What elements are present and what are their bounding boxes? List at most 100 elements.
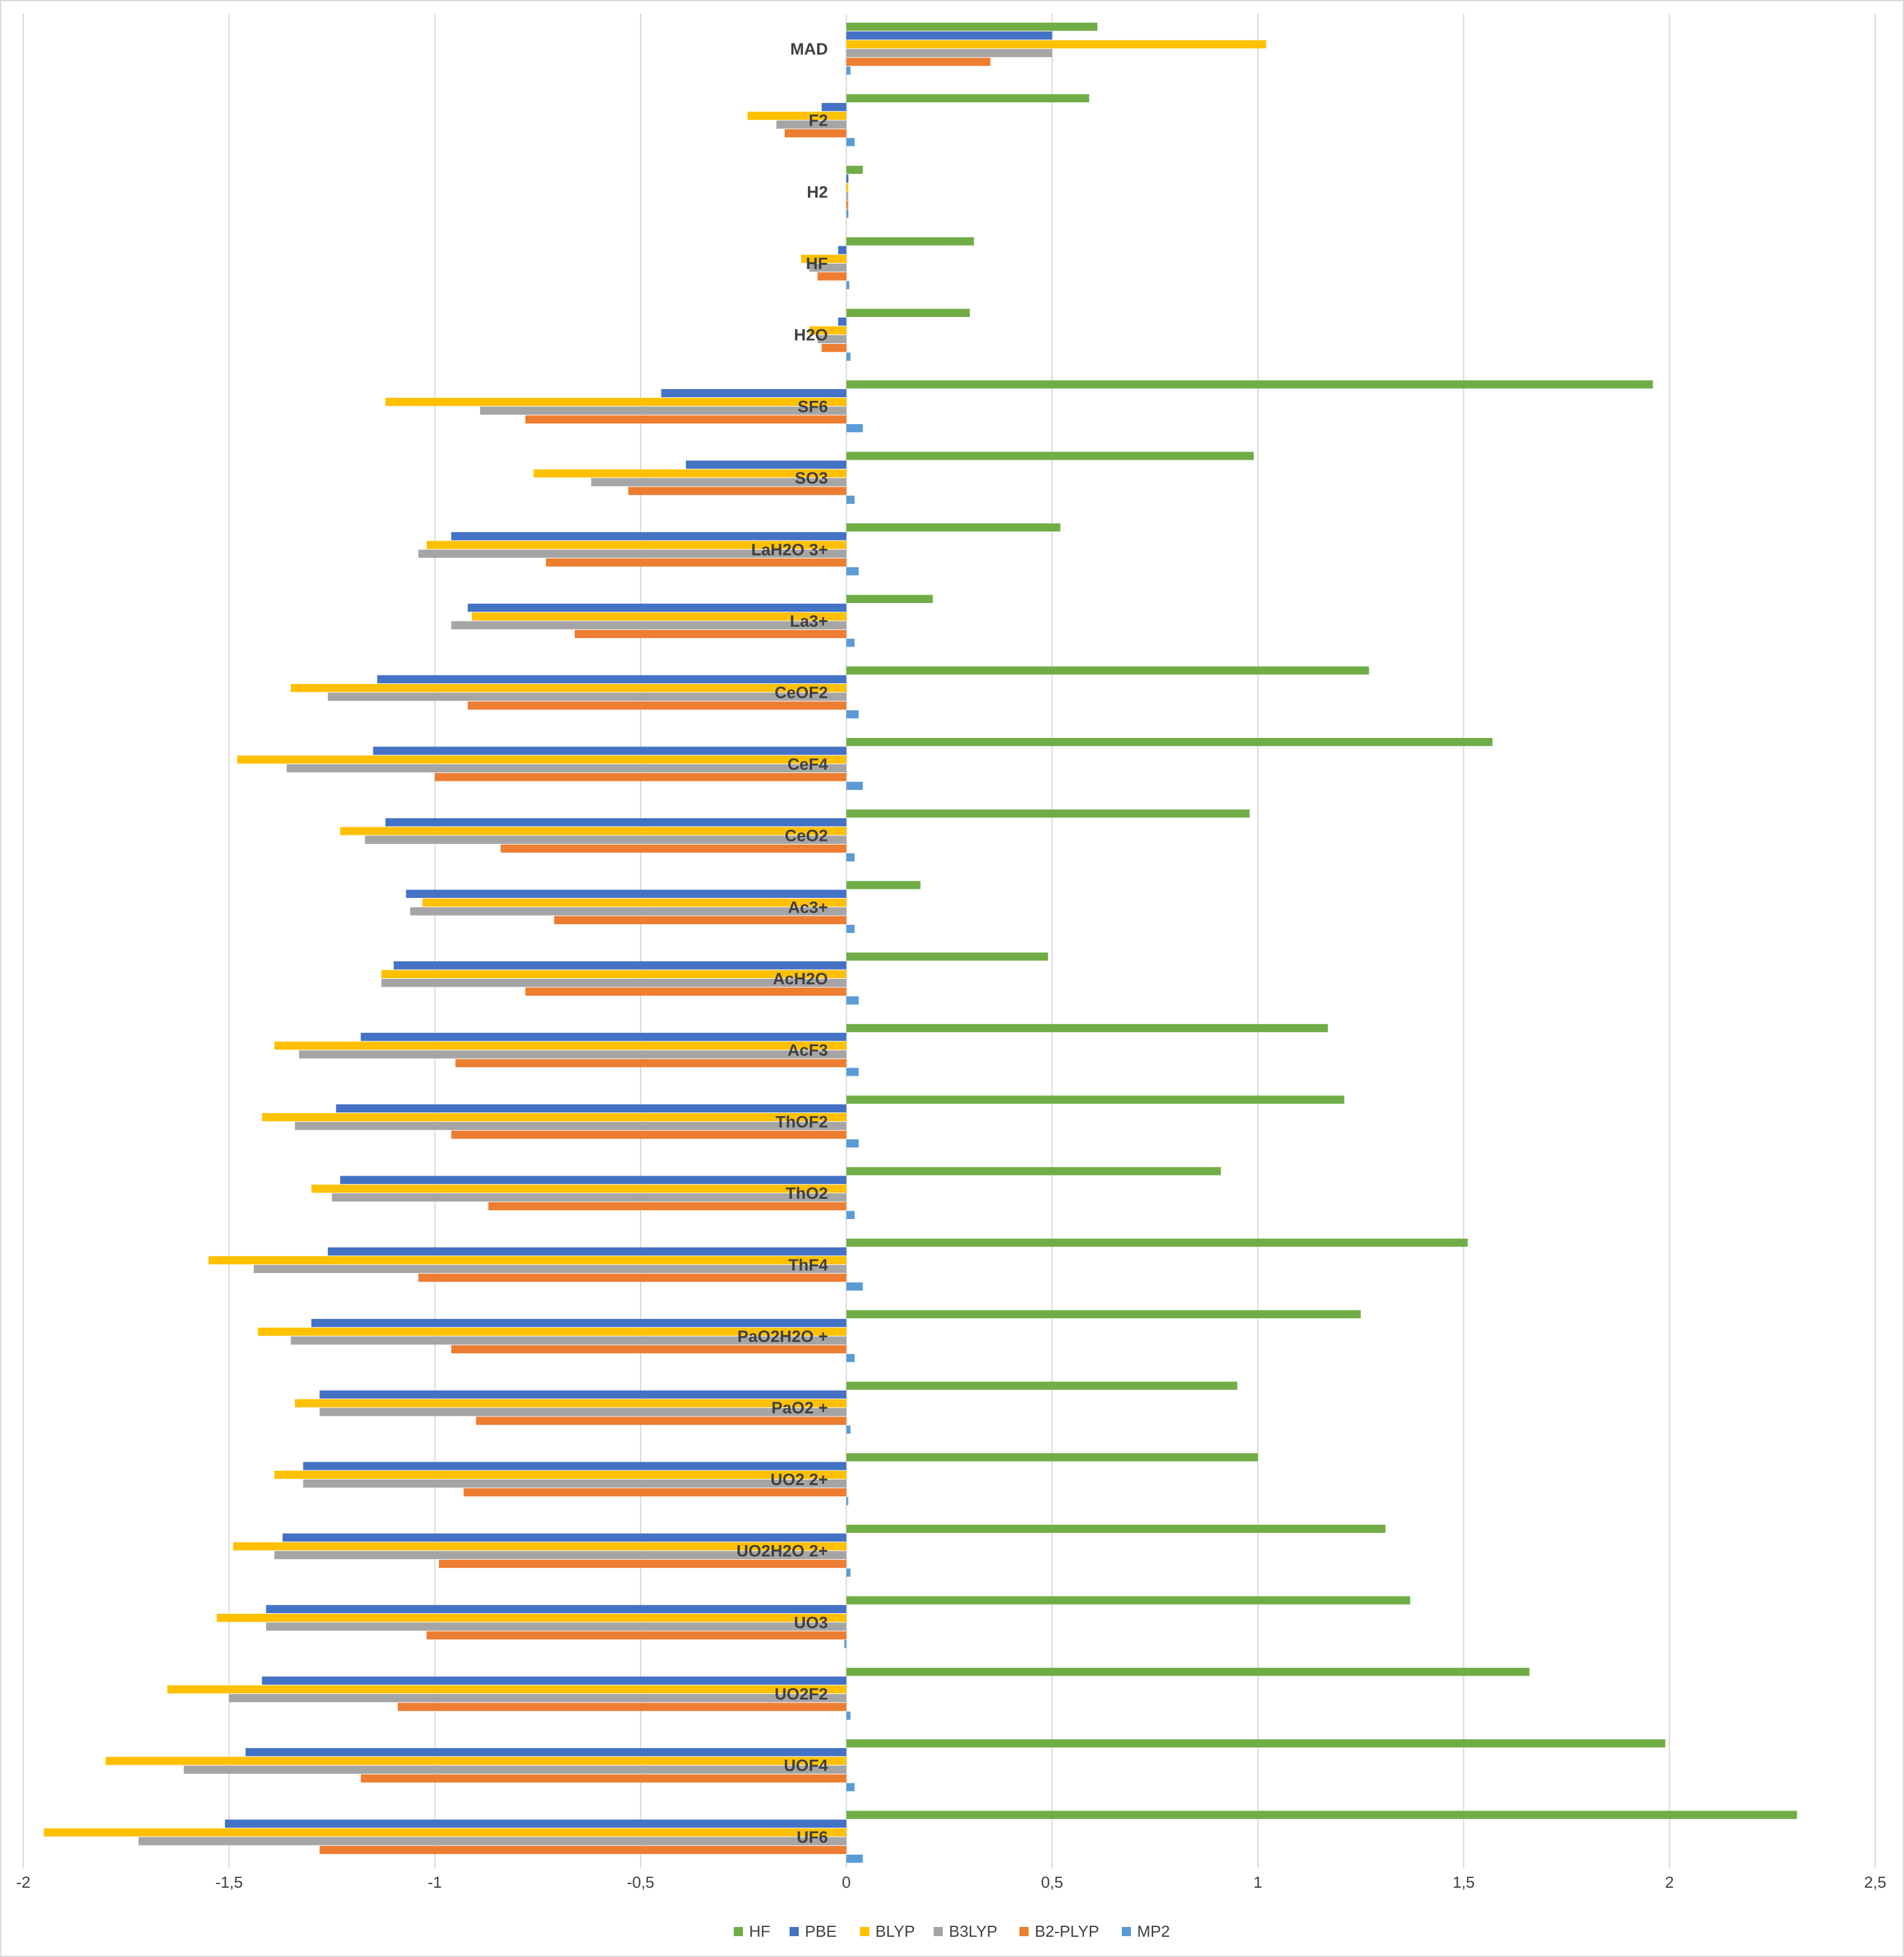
bar-hf <box>846 523 1061 532</box>
bar-pbe <box>685 460 847 469</box>
bar-blyp <box>291 683 847 693</box>
bar-blyp <box>274 1041 847 1050</box>
bar-hf <box>846 1524 1386 1533</box>
bar-b2-plyp <box>574 629 847 639</box>
bar-mp2 <box>846 1497 848 1505</box>
bar-b2-plyp <box>525 415 847 424</box>
x-tick-label: 1 <box>1254 1873 1262 1891</box>
bar-mp2 <box>846 710 859 719</box>
bar-b3lyp <box>365 835 847 844</box>
category-label: H2O <box>794 326 828 344</box>
bar-mp2 <box>846 1425 851 1434</box>
bar-b2-plyp <box>500 844 847 853</box>
bar-mp2 <box>846 1711 851 1720</box>
bar-blyp <box>533 469 847 478</box>
bar-b2-plyp <box>525 987 847 996</box>
bar-b2-plyp <box>468 701 847 710</box>
bar-mp2 <box>846 281 850 289</box>
bar-hf <box>846 595 933 603</box>
bar-b2-plyp <box>846 58 991 66</box>
bar-pbe <box>340 1176 847 1184</box>
bar-mp2 <box>846 1139 859 1148</box>
bar-hf <box>846 1811 1797 1819</box>
bar-hf <box>846 94 1089 102</box>
bar-mp2 <box>846 781 863 790</box>
category-label: PaO2 + <box>771 1399 828 1417</box>
bar-pbe <box>373 747 847 755</box>
category-label: ThOF2 <box>775 1112 828 1131</box>
bar-pbe <box>303 1462 847 1470</box>
bar-hf <box>846 1739 1666 1748</box>
bar-b3lyp <box>291 1336 847 1345</box>
bar-mp2 <box>846 495 855 504</box>
bar-hf <box>846 1381 1238 1390</box>
bar-b2-plyp <box>418 1274 847 1282</box>
bar-mp2 <box>846 352 851 361</box>
bar-mp2 <box>846 853 855 862</box>
bar-b2-plyp <box>476 1416 847 1425</box>
bar-mp2 <box>846 424 863 433</box>
bar-b3lyp <box>253 1264 847 1274</box>
bar-hf <box>846 23 1098 31</box>
legend[interactable]: HF PBE BLYP B3LYP B2-PLYP MP2 <box>734 1922 1170 1940</box>
bar-b2-plyp <box>439 1559 847 1568</box>
bar-blyp <box>311 1184 847 1193</box>
bar-blyp <box>237 755 847 764</box>
bar-mp2 <box>846 1068 859 1076</box>
bar-hf <box>846 452 1254 460</box>
bar-b3lyp <box>846 192 848 200</box>
bar-blyp <box>471 612 847 621</box>
category-labels: MAD F2 H2 HF H2O SF6 SO3 LaH2O 3+ La3+ CeOF2 CeF4 C… <box>736 40 828 1846</box>
bar-mp2 <box>846 924 855 933</box>
category-label: MAD <box>790 40 828 58</box>
legend-label-pbe: PBE <box>805 1922 837 1940</box>
bar-b3lyp <box>410 907 847 916</box>
category-label: SO3 <box>795 469 828 487</box>
category-label: ThF4 <box>788 1256 828 1274</box>
legend-label-b3lyp: B3LYP <box>949 1922 997 1940</box>
x-axis-ticks: -2 -1,5 -1 -0,5 0 0,5 1 1,5 2 2,5 <box>16 1873 1886 1891</box>
legend-label-hf: HF <box>749 1922 771 1940</box>
bar-mp2 <box>846 1354 855 1362</box>
bar-b2-plyp <box>397 1703 847 1711</box>
category-label: AcF3 <box>788 1041 828 1060</box>
bar-blyp <box>167 1685 847 1693</box>
category-label: La3+ <box>790 612 828 631</box>
bar-pbe <box>319 1390 847 1399</box>
bar-b3lyp <box>138 1837 847 1845</box>
bar-mp2 <box>846 66 851 75</box>
category-label: H2 <box>807 183 828 201</box>
category-label: HF <box>806 254 828 273</box>
bar-pbe <box>385 818 847 827</box>
x-tick-label: 2 <box>1665 1873 1674 1891</box>
category-label: AcH2O <box>773 970 828 988</box>
bars <box>44 23 1797 1863</box>
bar-blyp <box>257 1328 847 1336</box>
legend-swatch-blyp <box>860 1927 869 1936</box>
bar-blyp <box>747 112 847 120</box>
bar-b3lyp <box>846 48 1053 58</box>
bar-hf <box>846 738 1493 747</box>
bar-mp2 <box>846 1210 855 1219</box>
bar-b2-plyp <box>426 1631 847 1640</box>
bar-b2-plyp <box>488 1202 847 1210</box>
bar-mp2 <box>846 1855 863 1863</box>
bar-b2-plyp <box>451 1345 847 1354</box>
bar-blyp <box>846 40 1266 48</box>
x-tick-label: -0,5 <box>627 1873 655 1891</box>
legend-label-mp2: MP2 <box>1137 1922 1170 1940</box>
bar-hf <box>846 1167 1221 1176</box>
bar-hf <box>846 1453 1258 1462</box>
category-label: PaO2H2O + <box>737 1328 828 1346</box>
bar-hf <box>846 165 863 174</box>
bar-hf <box>846 881 921 889</box>
x-tick-label: 0 <box>842 1873 850 1891</box>
x-tick-label: -2 <box>16 1873 30 1891</box>
bar-b2-plyp <box>463 1488 847 1497</box>
category-label: ThO2 <box>786 1184 828 1203</box>
bar-blyp <box>216 1614 847 1622</box>
bar-mp2 <box>846 138 855 146</box>
bar-b3lyp <box>451 621 847 629</box>
bar-pbe <box>327 1247 847 1256</box>
